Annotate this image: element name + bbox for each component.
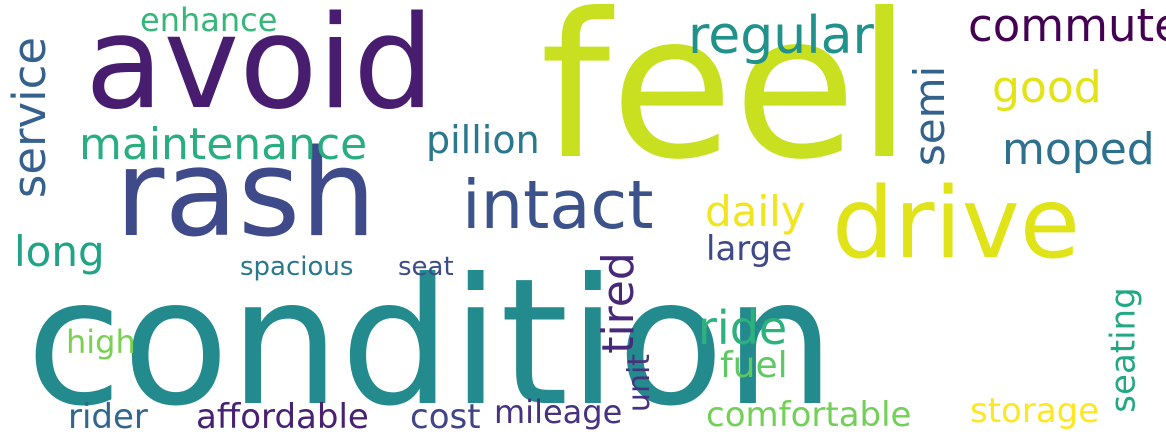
word-fuel: fuel bbox=[720, 345, 788, 386]
word-enhance: enhance bbox=[140, 1, 278, 39]
word-intact: intact bbox=[462, 166, 654, 244]
word-comfortable: comfortable bbox=[706, 395, 912, 435]
word-daily: daily bbox=[705, 187, 806, 236]
word-mileage: mileage bbox=[494, 393, 623, 431]
word-seating: seating bbox=[1103, 287, 1144, 413]
word-pillion: pillion bbox=[426, 118, 540, 162]
word-semi: semi bbox=[905, 65, 955, 167]
word-rider: rider bbox=[68, 397, 148, 437]
word-condition: condition bbox=[26, 242, 836, 445]
word-spacious: spacious bbox=[240, 252, 354, 282]
word-high: high bbox=[66, 323, 136, 361]
word-feel: feel bbox=[540, 0, 913, 204]
word-regular: regular bbox=[688, 6, 874, 66]
word-drive: drive bbox=[832, 167, 1081, 281]
word-service: service bbox=[3, 36, 57, 199]
word-seat: seat bbox=[398, 252, 454, 282]
word-good: good bbox=[992, 62, 1102, 113]
word-avoid: avoid bbox=[85, 0, 435, 138]
word-commute: commute bbox=[968, 0, 1166, 52]
word-affordable: affordable bbox=[196, 397, 369, 437]
word-tired: tired bbox=[592, 252, 644, 354]
word-ride: ride bbox=[698, 301, 788, 355]
word-unit: unit bbox=[622, 353, 658, 413]
word-long: long bbox=[14, 227, 105, 276]
word-storage: storage bbox=[970, 391, 1100, 431]
word-maintenance: maintenance bbox=[79, 119, 368, 170]
word-large: large bbox=[706, 229, 793, 269]
word-rash: rash bbox=[115, 125, 377, 264]
word-cost: cost bbox=[410, 397, 481, 437]
word-moped: moped bbox=[1002, 124, 1155, 175]
